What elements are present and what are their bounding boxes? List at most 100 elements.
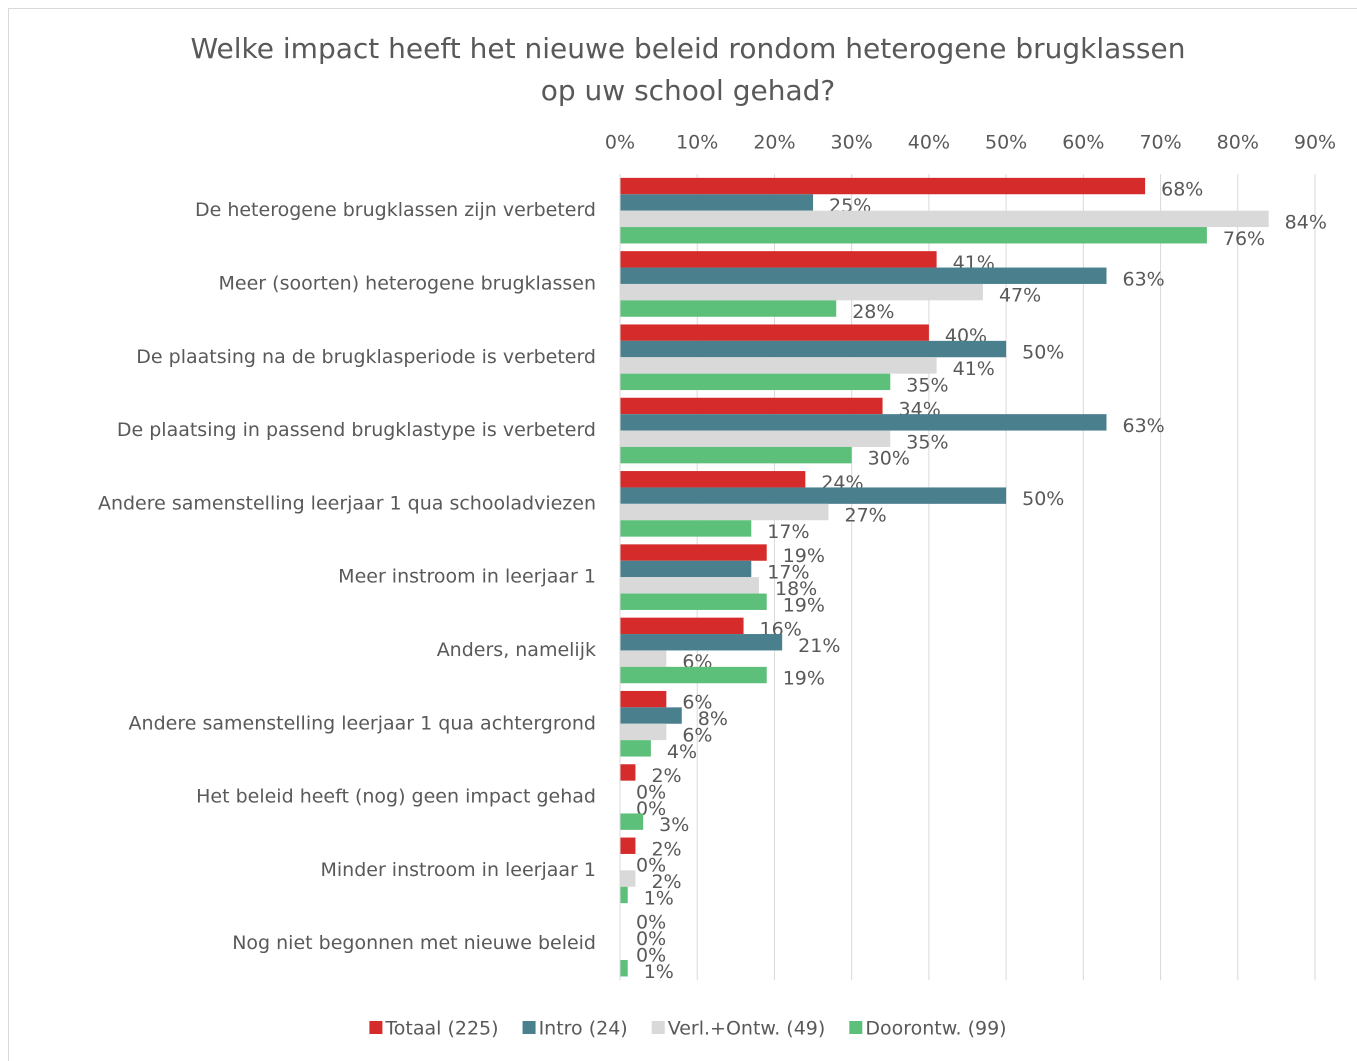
x-tick-label: 40% [908, 132, 950, 154]
value-label: 0% [636, 944, 666, 966]
legend-swatch [849, 1021, 863, 1034]
legend-label: Intro (24) [539, 1018, 628, 1040]
bar [620, 397, 883, 415]
bar [620, 340, 1007, 358]
bar [620, 577, 759, 594]
bar [620, 617, 744, 635]
category-label: Nog niet begonnen met nieuwe beleid [232, 932, 596, 954]
x-tick-label: 50% [985, 132, 1027, 154]
legend-label: Totaal (225) [384, 1018, 498, 1040]
bar [620, 886, 628, 904]
value-label: 2% [651, 871, 681, 893]
value-label: 0% [636, 781, 666, 803]
bar [620, 544, 767, 561]
x-tick-label: 70% [1139, 132, 1181, 154]
value-label: 0% [636, 928, 666, 950]
bar [620, 650, 667, 667]
legend-swatch [651, 1021, 665, 1034]
legend-swatch [369, 1021, 383, 1034]
value-label: 84% [1285, 211, 1327, 233]
bar [620, 764, 636, 781]
category-label: Anders, namelijk [437, 639, 596, 661]
category-label: Meer (soorten) heterogene brugklassen [219, 272, 596, 294]
value-label: 21% [798, 635, 840, 657]
value-label: 8% [698, 708, 728, 730]
value-label: 6% [682, 692, 712, 714]
x-tick-label: 60% [1062, 132, 1104, 154]
value-label: 35% [906, 431, 948, 453]
chart-frame [8, 8, 1357, 1061]
category-label: Het beleid heeft (nog) geen impact gehad [196, 786, 596, 808]
chart-title: op uw school gehad? [541, 74, 836, 107]
value-label: 50% [1022, 342, 1064, 364]
value-label: 0% [636, 798, 666, 820]
value-label: 18% [775, 578, 817, 600]
value-label: 35% [906, 374, 948, 396]
bar [620, 357, 937, 374]
bar [620, 690, 667, 708]
value-label: 6% [682, 724, 712, 746]
bar [620, 707, 682, 724]
category-label: De plaatsing in passend brugklastype is … [117, 419, 596, 441]
value-label: 68% [1161, 179, 1203, 201]
bar [620, 960, 628, 977]
value-label: 1% [644, 887, 674, 909]
bar [620, 870, 636, 887]
category-label: De heterogene brugklassen zijn verbeterd [195, 199, 596, 221]
bar [620, 251, 937, 268]
bar [620, 634, 783, 651]
value-label: 0% [636, 912, 666, 934]
bar [620, 373, 891, 391]
bar [620, 560, 752, 578]
category-label: Andere samenstelling leerjaar 1 qua acht… [129, 712, 596, 734]
bar [620, 446, 852, 464]
bar [620, 723, 667, 741]
value-label: 50% [1022, 488, 1064, 510]
bar [620, 414, 1107, 431]
legend-label: Doorontw. (99) [865, 1018, 1006, 1040]
category-label: Andere samenstelling leerjaar 1 qua scho… [98, 492, 596, 514]
bar [620, 324, 929, 341]
bar [620, 177, 1146, 195]
bar [620, 520, 752, 537]
value-label: 3% [659, 814, 689, 836]
bar [620, 813, 644, 830]
category-label: Minder instroom in leerjaar 1 [320, 859, 596, 881]
value-label: 28% [852, 301, 894, 323]
x-tick-label: 90% [1294, 132, 1336, 154]
bar [620, 503, 829, 521]
value-label: 63% [1123, 415, 1165, 437]
bar [620, 593, 767, 610]
x-tick-label: 20% [753, 132, 795, 154]
value-label: 2% [651, 838, 681, 860]
value-label: 2% [651, 765, 681, 787]
value-label: 0% [636, 855, 666, 877]
bar [620, 740, 651, 757]
chart-title: Welke impact heeft het nieuwe beleid ron… [191, 32, 1186, 65]
value-label: 19% [783, 594, 825, 616]
bar [620, 430, 891, 447]
bar [620, 837, 636, 854]
value-label: 4% [667, 741, 697, 763]
value-label: 1% [644, 961, 674, 983]
value-label: 41% [953, 358, 995, 380]
value-label: 27% [845, 505, 887, 527]
x-tick-label: 80% [1217, 132, 1259, 154]
value-label: 17% [767, 561, 809, 583]
bar [620, 487, 1007, 504]
bar [620, 267, 1107, 284]
value-label: 63% [1123, 268, 1165, 290]
legend-label: Verl.+Ontw. (49) [668, 1018, 826, 1040]
bar [620, 210, 1269, 228]
bar [620, 666, 767, 684]
bar [620, 194, 814, 211]
bar [620, 300, 837, 317]
value-label: 19% [783, 545, 825, 567]
value-label: 19% [783, 668, 825, 690]
value-label: 17% [767, 521, 809, 543]
bar [620, 471, 806, 488]
category-label: Meer instroom in leerjaar 1 [338, 566, 596, 588]
category-label: De plaatsing na de brugklasperiode is ve… [136, 346, 596, 368]
bar [620, 283, 983, 301]
